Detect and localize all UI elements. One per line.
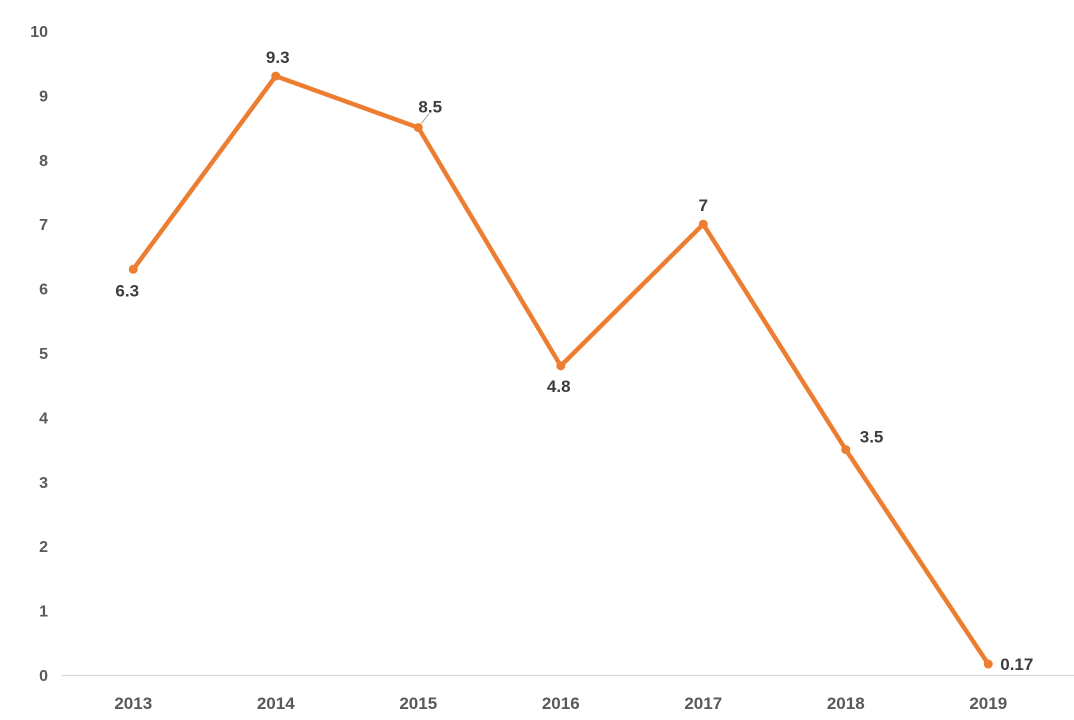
data-point-marker bbox=[841, 445, 851, 455]
data-point-label: 6.3 bbox=[115, 281, 139, 300]
data-point-marker bbox=[271, 71, 281, 81]
y-axis-tick-label: 8 bbox=[39, 153, 48, 170]
x-axis-tick-label: 2014 bbox=[257, 694, 295, 713]
data-point-marker bbox=[128, 264, 138, 274]
y-axis-tick-label: 6 bbox=[39, 282, 48, 299]
data-point-marker bbox=[698, 219, 708, 229]
data-point-label: 3.5 bbox=[860, 428, 884, 447]
data-point-marker bbox=[413, 123, 423, 133]
y-axis-tick-label: 2 bbox=[39, 539, 48, 556]
x-axis-tick-label: 2016 bbox=[542, 694, 580, 713]
x-axis-tick-label: 2015 bbox=[399, 694, 437, 713]
data-point-label: 0.17 bbox=[1000, 655, 1033, 674]
data-point-label: 8.5 bbox=[418, 98, 442, 117]
x-axis-tick-label: 2019 bbox=[969, 694, 1007, 713]
y-axis-tick-label: 5 bbox=[39, 346, 48, 363]
y-axis-tick-label: 3 bbox=[39, 475, 48, 492]
data-point-marker bbox=[983, 659, 993, 669]
x-axis-tick-label: 2017 bbox=[684, 694, 722, 713]
y-axis-tick-label: 1 bbox=[39, 604, 48, 621]
y-axis-tick-label: 10 bbox=[30, 24, 48, 41]
x-axis-tick-label: 2013 bbox=[114, 694, 152, 713]
y-axis-tick-label: 4 bbox=[39, 410, 48, 427]
data-point-label: 4.8 bbox=[547, 377, 571, 396]
data-point-marker bbox=[556, 361, 566, 371]
data-point-label: 9.3 bbox=[266, 48, 290, 67]
y-axis-tick-label: 0 bbox=[39, 668, 48, 685]
x-axis-tick-label: 2018 bbox=[827, 694, 865, 713]
y-axis-tick-label: 9 bbox=[39, 88, 48, 105]
data-point-label: 7 bbox=[699, 196, 708, 215]
data-label-leader-line bbox=[420, 113, 430, 124]
y-axis-tick-label: 7 bbox=[39, 217, 48, 234]
